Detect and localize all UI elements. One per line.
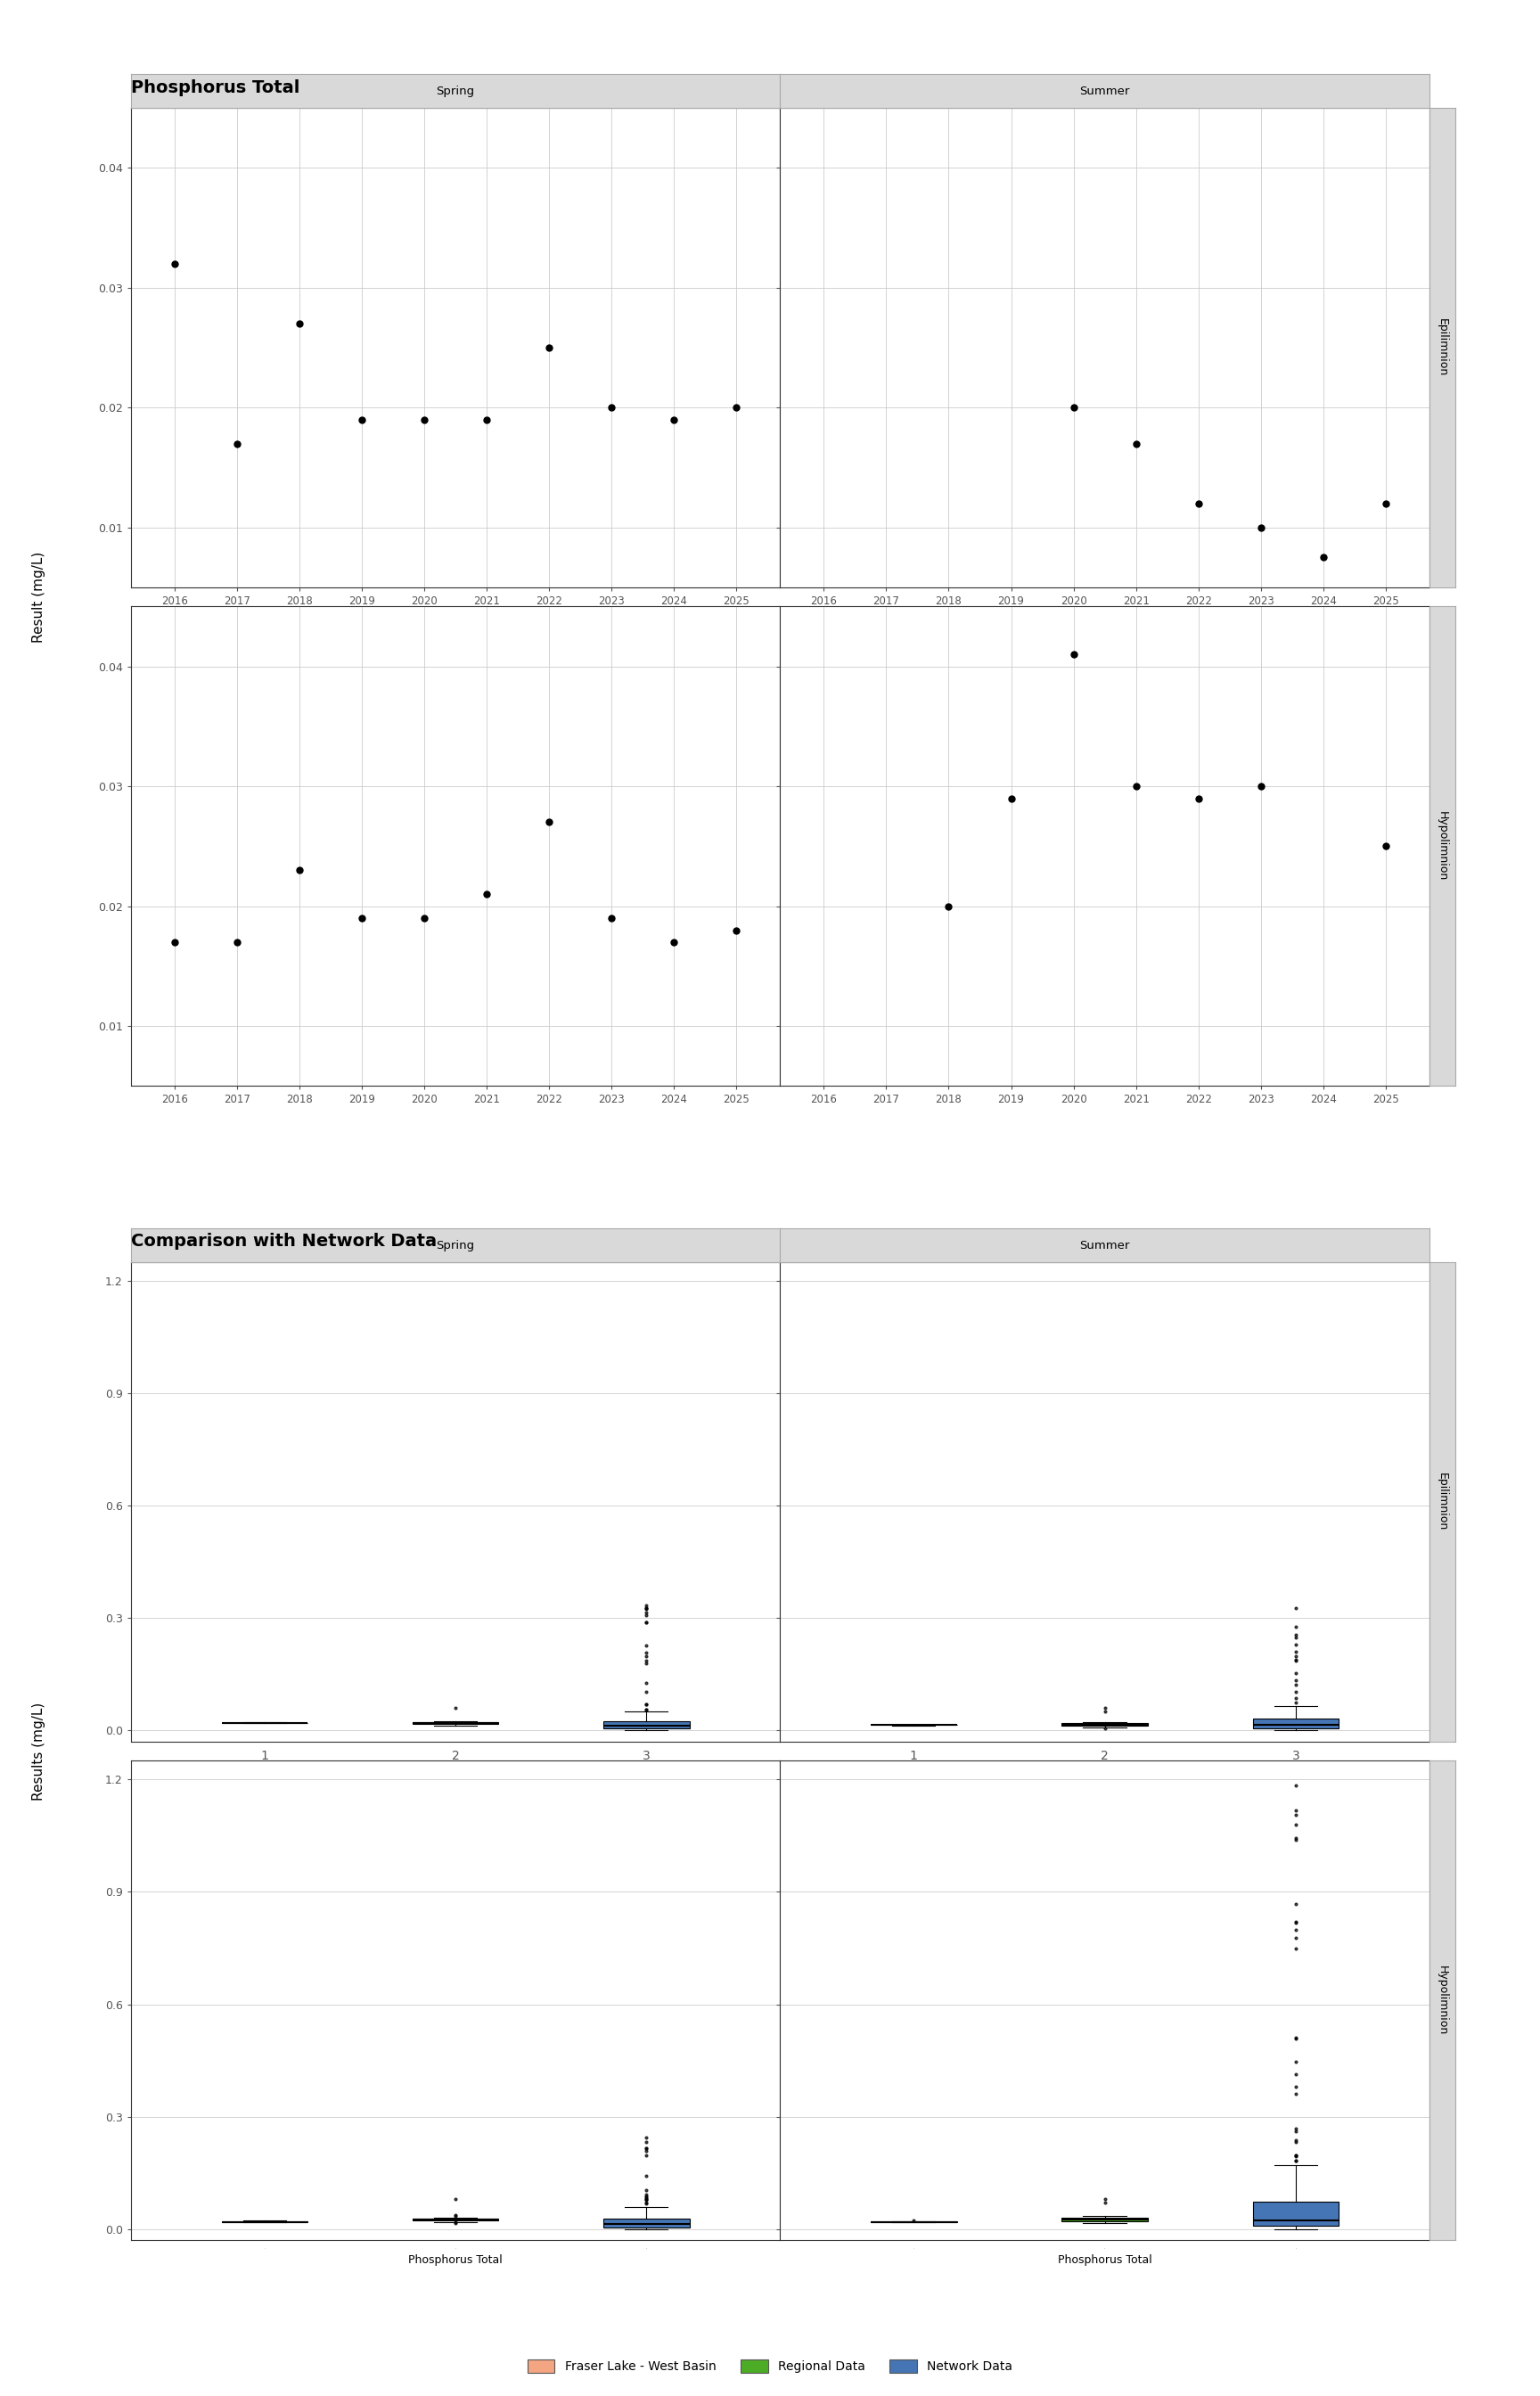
Text: Summer: Summer (1080, 86, 1130, 96)
Point (1311, 539, 1335, 577)
Point (1124, 424, 1149, 462)
Point (1124, 767, 1149, 805)
Point (662, 400, 687, 438)
Point (350, 400, 374, 438)
Point (413, 400, 437, 438)
Point (162, 922, 186, 961)
Point (537, 803, 562, 841)
Point (599, 898, 624, 937)
Text: Epilimnion: Epilimnion (1437, 319, 1448, 376)
Point (286, 851, 311, 889)
Point (1061, 635, 1086, 673)
Point (599, 388, 624, 426)
Text: Summer: Summer (1080, 1239, 1130, 1251)
Text: Spring: Spring (436, 86, 474, 96)
Point (537, 328, 562, 367)
PathPatch shape (604, 1720, 690, 1728)
Legend: Fraser Lake - West Basin, Regional Data, Network Data: Fraser Lake - West Basin, Regional Data,… (522, 2355, 1018, 2377)
Point (474, 875, 499, 913)
Text: Phosphorus Total: Phosphorus Total (131, 79, 300, 96)
Point (225, 922, 249, 961)
PathPatch shape (1061, 2219, 1147, 2221)
Point (1186, 779, 1210, 817)
Text: Hypolimnion: Hypolimnion (1437, 812, 1448, 882)
Text: Hypolimnion: Hypolimnion (1437, 1965, 1448, 2034)
Point (1061, 388, 1086, 426)
Point (662, 922, 687, 961)
Point (1374, 484, 1398, 522)
Text: Results (mg/L): Results (mg/L) (32, 1701, 45, 1799)
Point (350, 898, 374, 937)
Point (1249, 508, 1274, 546)
Point (724, 388, 748, 426)
Point (724, 910, 748, 949)
Point (1186, 484, 1210, 522)
Point (162, 244, 186, 283)
X-axis label: Phosphorus Total: Phosphorus Total (1058, 2255, 1152, 2267)
Point (999, 779, 1024, 817)
Point (286, 304, 311, 343)
Point (1374, 827, 1398, 865)
Point (413, 898, 437, 937)
Point (474, 400, 499, 438)
X-axis label: Phosphorus Total: Phosphorus Total (408, 2255, 502, 2267)
Text: Epilimnion: Epilimnion (1437, 1474, 1448, 1531)
PathPatch shape (1252, 1718, 1338, 1728)
PathPatch shape (604, 2219, 690, 2228)
Text: Result (mg/L): Result (mg/L) (32, 551, 45, 642)
Text: Comparison with Network Data: Comparison with Network Data (131, 1234, 437, 1251)
PathPatch shape (1252, 2202, 1338, 2226)
Point (225, 424, 249, 462)
Point (936, 887, 961, 925)
Point (1249, 767, 1274, 805)
Text: Spring: Spring (436, 1239, 474, 1251)
